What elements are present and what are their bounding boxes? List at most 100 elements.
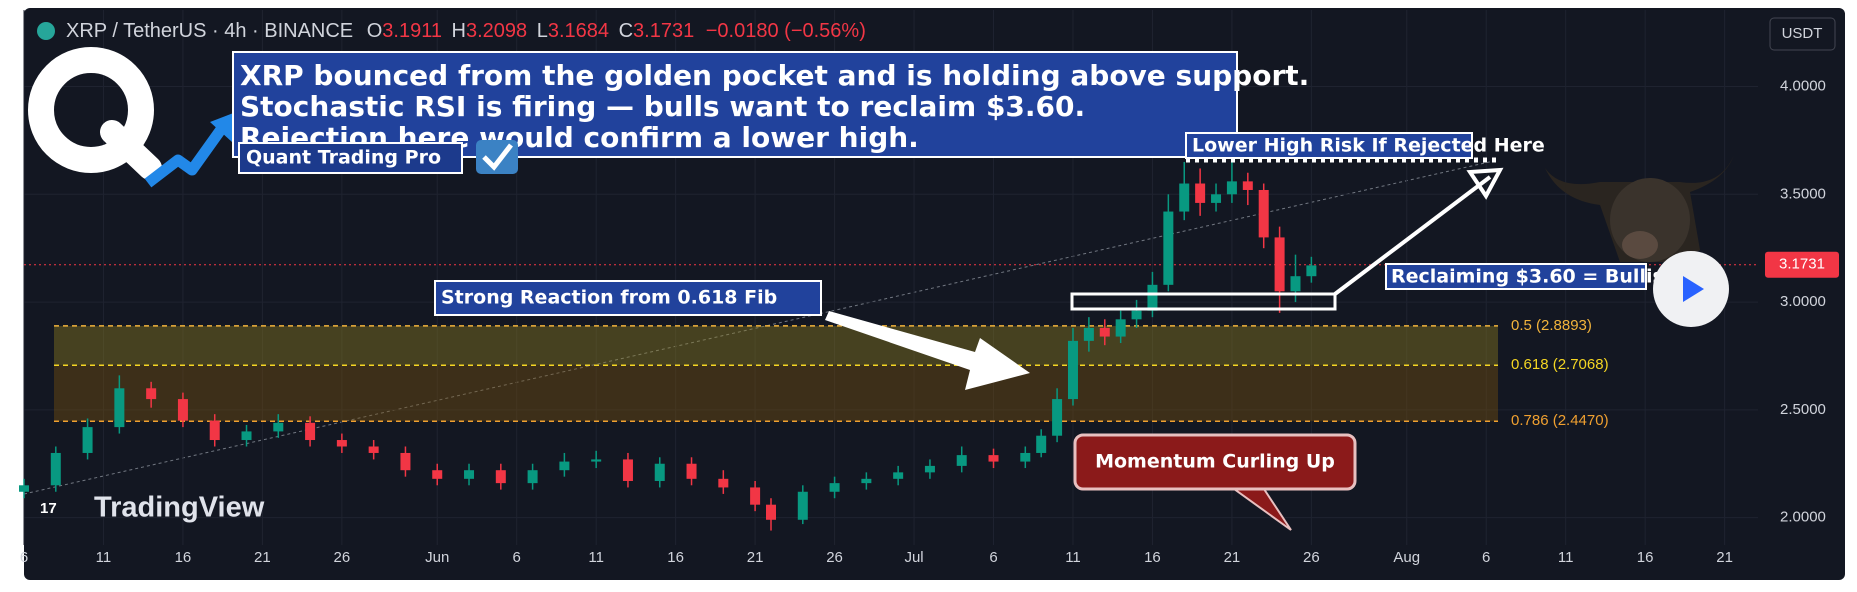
close-label: C xyxy=(619,20,633,42)
fib-label: 0.618 (2.7068) xyxy=(1511,356,1609,373)
candle-body xyxy=(464,470,475,479)
last-price-label: 3.1731 xyxy=(1779,256,1825,273)
candle-body xyxy=(1067,340,1078,400)
x-tick-label: 21 xyxy=(1224,549,1241,566)
x-tick-label: 16 xyxy=(175,549,192,566)
candle-body xyxy=(1211,194,1222,203)
candle-body xyxy=(766,504,777,520)
fib-label: 0.5 (2.8893) xyxy=(1511,317,1592,334)
candle-body xyxy=(495,470,506,484)
logo-arrow xyxy=(144,124,227,188)
x-tick-label: 21 xyxy=(254,549,271,566)
candle-body xyxy=(50,452,61,486)
y-tick-label: 2.0000 xyxy=(1780,509,1826,526)
candle-body xyxy=(1274,237,1285,292)
logo-arrowhead xyxy=(210,112,236,142)
x-tick-label: Jul xyxy=(904,549,923,566)
x-tick-label: 11 xyxy=(1558,549,1574,566)
candle-body xyxy=(1226,181,1237,195)
check-icon xyxy=(476,140,518,174)
check-mark xyxy=(482,143,513,171)
candle-body xyxy=(146,388,157,400)
candle-body xyxy=(114,388,125,428)
candle-body xyxy=(527,470,538,484)
reclaim-box xyxy=(1385,263,1647,290)
candle-body xyxy=(400,452,411,471)
momentum-box xyxy=(1073,433,1357,491)
x-tick-label: 26 xyxy=(1303,549,1320,566)
candle-body xyxy=(241,431,252,441)
candle-body xyxy=(432,470,443,479)
candle-body xyxy=(209,420,220,441)
last-price-box xyxy=(1765,251,1839,278)
candle-body xyxy=(1115,319,1126,337)
lower-high-label: Lower High Risk If Rejected Here xyxy=(1192,135,1545,157)
candle-body xyxy=(1052,399,1063,436)
candle-body xyxy=(829,483,840,492)
currency-button[interactable] xyxy=(1769,17,1836,51)
y-tick-label: 2.5000 xyxy=(1780,401,1826,418)
candle-body xyxy=(1179,183,1190,212)
candle-body xyxy=(1242,181,1253,190)
candle-body xyxy=(622,459,633,481)
high-label: H xyxy=(452,20,466,42)
x-tick-label: 16 xyxy=(667,549,684,566)
x-tick-label: 11 xyxy=(96,549,112,566)
candle-body xyxy=(19,485,29,492)
candle-body xyxy=(750,487,761,505)
projection-arrowhead xyxy=(1466,167,1504,200)
candle-body xyxy=(1131,310,1142,320)
x-tick-label: 6 xyxy=(989,549,997,566)
author-box xyxy=(238,142,463,174)
fib-zone xyxy=(54,325,1498,366)
play-icon xyxy=(1683,276,1704,302)
lower-high-box xyxy=(1185,132,1473,159)
candle-body xyxy=(273,422,284,432)
x-tick-label: 6 xyxy=(1482,549,1490,566)
x-tick-label: 6 xyxy=(513,549,521,566)
candle-body xyxy=(654,463,665,481)
candle-body xyxy=(559,461,570,471)
candle-body xyxy=(305,422,316,441)
reaction-arrow xyxy=(825,311,1030,390)
candle-body xyxy=(988,455,999,462)
y-tick-label: 4.0000 xyxy=(1780,77,1826,94)
low: 3.1684 xyxy=(548,20,609,42)
fib-label: 0.786 (2.4470) xyxy=(1511,412,1609,429)
logo-q xyxy=(28,47,154,173)
open: 3.1911 xyxy=(382,20,442,42)
candle-body xyxy=(718,478,729,488)
y-tick-label: 3.5000 xyxy=(1780,185,1826,202)
x-tick-label: 26 xyxy=(826,549,843,566)
watermark-icon: 17 xyxy=(40,500,57,517)
bull-image xyxy=(1545,155,1734,262)
momentum-label: Momentum Curling Up xyxy=(1095,451,1335,473)
candle-body xyxy=(893,472,904,479)
x-tick-label: Aug xyxy=(1393,549,1420,566)
logo-q-tail xyxy=(100,120,162,180)
high: 3.2098 xyxy=(466,20,527,42)
candle-body xyxy=(591,459,602,462)
summary-box xyxy=(232,51,1238,158)
x-tick-label: 21 xyxy=(747,549,764,566)
x-tick-label: 11 xyxy=(1065,549,1081,566)
x-tick-label: 11 xyxy=(588,549,604,566)
fib-zone xyxy=(54,365,1498,422)
support-box xyxy=(1070,292,1337,311)
x-tick-label: 6 xyxy=(20,549,28,566)
candle-body xyxy=(1099,327,1110,337)
candle-body xyxy=(1306,265,1317,277)
y-tick-label: 3.0000 xyxy=(1780,293,1826,310)
candle-body xyxy=(336,440,347,447)
candle-body xyxy=(177,399,188,421)
reclaim-label: Reclaiming $3.60 = Bullish Co xyxy=(1391,266,1711,288)
candle-body xyxy=(1020,452,1031,462)
low-label: L xyxy=(537,20,548,42)
open-label: O xyxy=(367,20,383,42)
symbol: XRP / TetherUS · 4h · BINANCE xyxy=(66,20,353,42)
candle-body xyxy=(1036,435,1047,453)
x-tick-label: 26 xyxy=(334,549,351,566)
candle-body xyxy=(82,427,93,453)
